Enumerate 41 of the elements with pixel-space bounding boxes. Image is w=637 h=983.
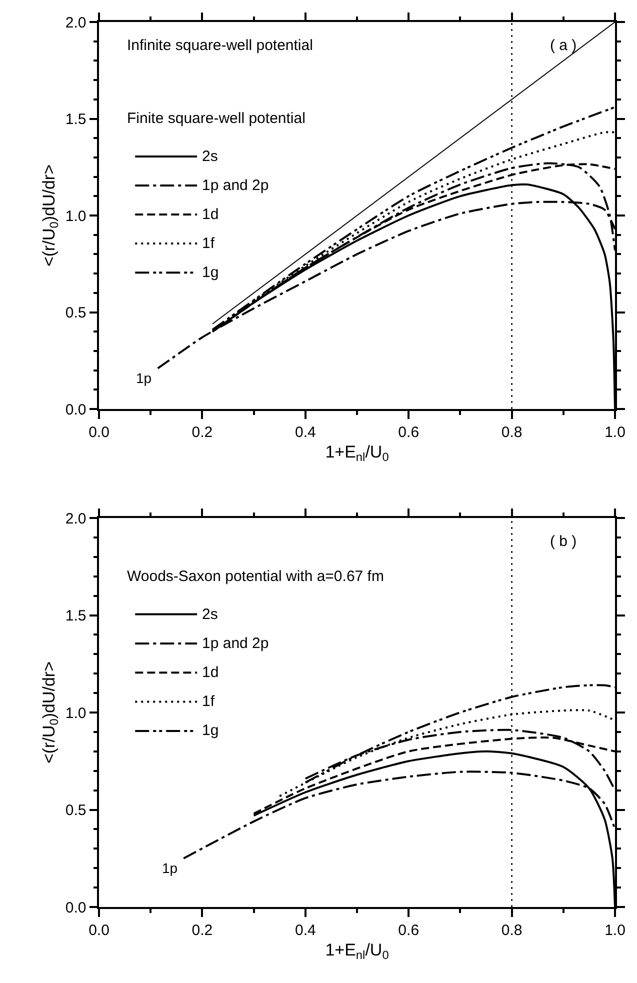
legend-label: 1g	[202, 264, 219, 281]
x-tick-label: 0.6	[398, 922, 420, 939]
x-tick-label: 0.4	[294, 922, 316, 939]
y-tick-label: 0.0	[65, 899, 86, 916]
y-tick-label: 0.5	[65, 802, 86, 819]
y-tick-label: 0.0	[65, 401, 86, 418]
x-tick-label: 1.0	[604, 922, 626, 939]
x-tick-label: 0.2	[192, 922, 213, 939]
legend-label: 1f	[202, 693, 216, 710]
x-tick-label: 0.8	[501, 424, 522, 441]
legend-label: 1d	[202, 664, 219, 681]
legend-label: 1g	[202, 722, 219, 739]
legend-label: 1p and 2p	[202, 635, 269, 652]
y-tick-label: 0.5	[65, 304, 86, 322]
legend-label: 2s	[202, 606, 218, 623]
x-tick-label: 0.4	[294, 424, 316, 441]
x-tick-label: 0.0	[88, 922, 110, 939]
x-tick-label: 0.6	[398, 424, 420, 441]
x-tick-label: 0.0	[88, 424, 110, 441]
legend-label: 1f	[202, 235, 216, 252]
x-tick-label: 1.0	[604, 424, 626, 441]
y-tick-label: 1.0	[65, 208, 86, 225]
annotation: Infinite square-well potential	[127, 37, 313, 54]
legend-label: 2s	[202, 148, 218, 165]
y-tick-label: 2.0	[65, 14, 86, 32]
annotation: 1p	[162, 860, 178, 876]
annotation: 1p	[136, 370, 152, 386]
legend-label: 1d	[202, 206, 219, 223]
y-tick-label: 1.0	[65, 704, 86, 722]
legend-title: Finite square-well potential	[127, 110, 306, 127]
y-tick-label: 2.0	[65, 510, 86, 528]
y-tick-label: 1.5	[65, 608, 86, 624]
legend-title: Woods-Saxon potential with a=0.67 fm	[127, 568, 384, 585]
x-tick-label: 0.8	[501, 922, 522, 939]
x-tick-label: 0.2	[192, 424, 213, 441]
annotation: ( b )	[550, 533, 577, 550]
x-axis-title: 1+E$_{nl}$/U$_{0}$	[325, 940, 390, 962]
annotation: ( a )	[550, 37, 577, 54]
y-tick-label: 1.5	[65, 111, 86, 128]
legend-label: 1p and 2p	[202, 177, 269, 194]
x-axis-title: 1+E$_{nl}$/U$_{0}$	[325, 442, 390, 464]
